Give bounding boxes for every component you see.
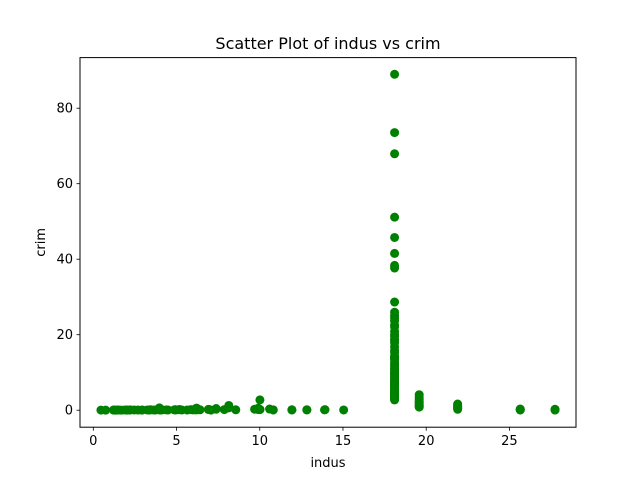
scatter-point [224,402,234,412]
scatter-point [414,402,424,412]
x-tick-label: 25 [501,434,518,449]
points-layer [96,69,560,415]
scatter-point [390,149,400,159]
scatter-point [390,395,400,405]
scatter-point [339,405,349,415]
scatter-point [390,232,400,242]
scatter-point [255,404,265,414]
x-axis-ticks: 0 5 10 15 20 25 [89,427,518,449]
y-axis-ticks: 0 20 40 60 80 [56,102,80,419]
scatter-point [195,405,205,415]
y-tick-label: 60 [56,177,73,192]
x-tick-label: 20 [418,434,435,449]
scatter-point [390,69,400,79]
x-tick-label: 0 [89,434,97,449]
x-tick-label: 5 [172,434,180,449]
scatter-point [302,405,312,415]
scatter-point [211,404,221,414]
scatter-point [390,212,400,222]
scatter-point [390,297,400,307]
scatter-point [390,248,400,258]
y-tick-label: 40 [56,253,73,268]
scatter-point [255,395,265,405]
scatter-point [453,404,463,414]
scatter-point [515,405,525,415]
x-axis-label: indus [310,456,345,471]
y-axis-label: crim [34,228,49,257]
scatter-point [287,405,297,415]
scatter-point [320,405,330,415]
y-tick-label: 80 [56,102,73,117]
plot-frame [79,57,577,428]
scatter-point [268,405,278,415]
y-tick-label: 20 [56,328,73,343]
scatter-point [550,405,560,415]
scatter-point [101,405,111,415]
x-tick-label: 10 [251,434,268,449]
scatter-point [390,263,400,273]
chart-title: Scatter Plot of indus vs crim [215,34,440,53]
y-tick-label: 0 [65,404,73,419]
x-tick-label: 15 [335,434,352,449]
scatter-point [231,405,241,415]
scatter-point [390,128,400,138]
